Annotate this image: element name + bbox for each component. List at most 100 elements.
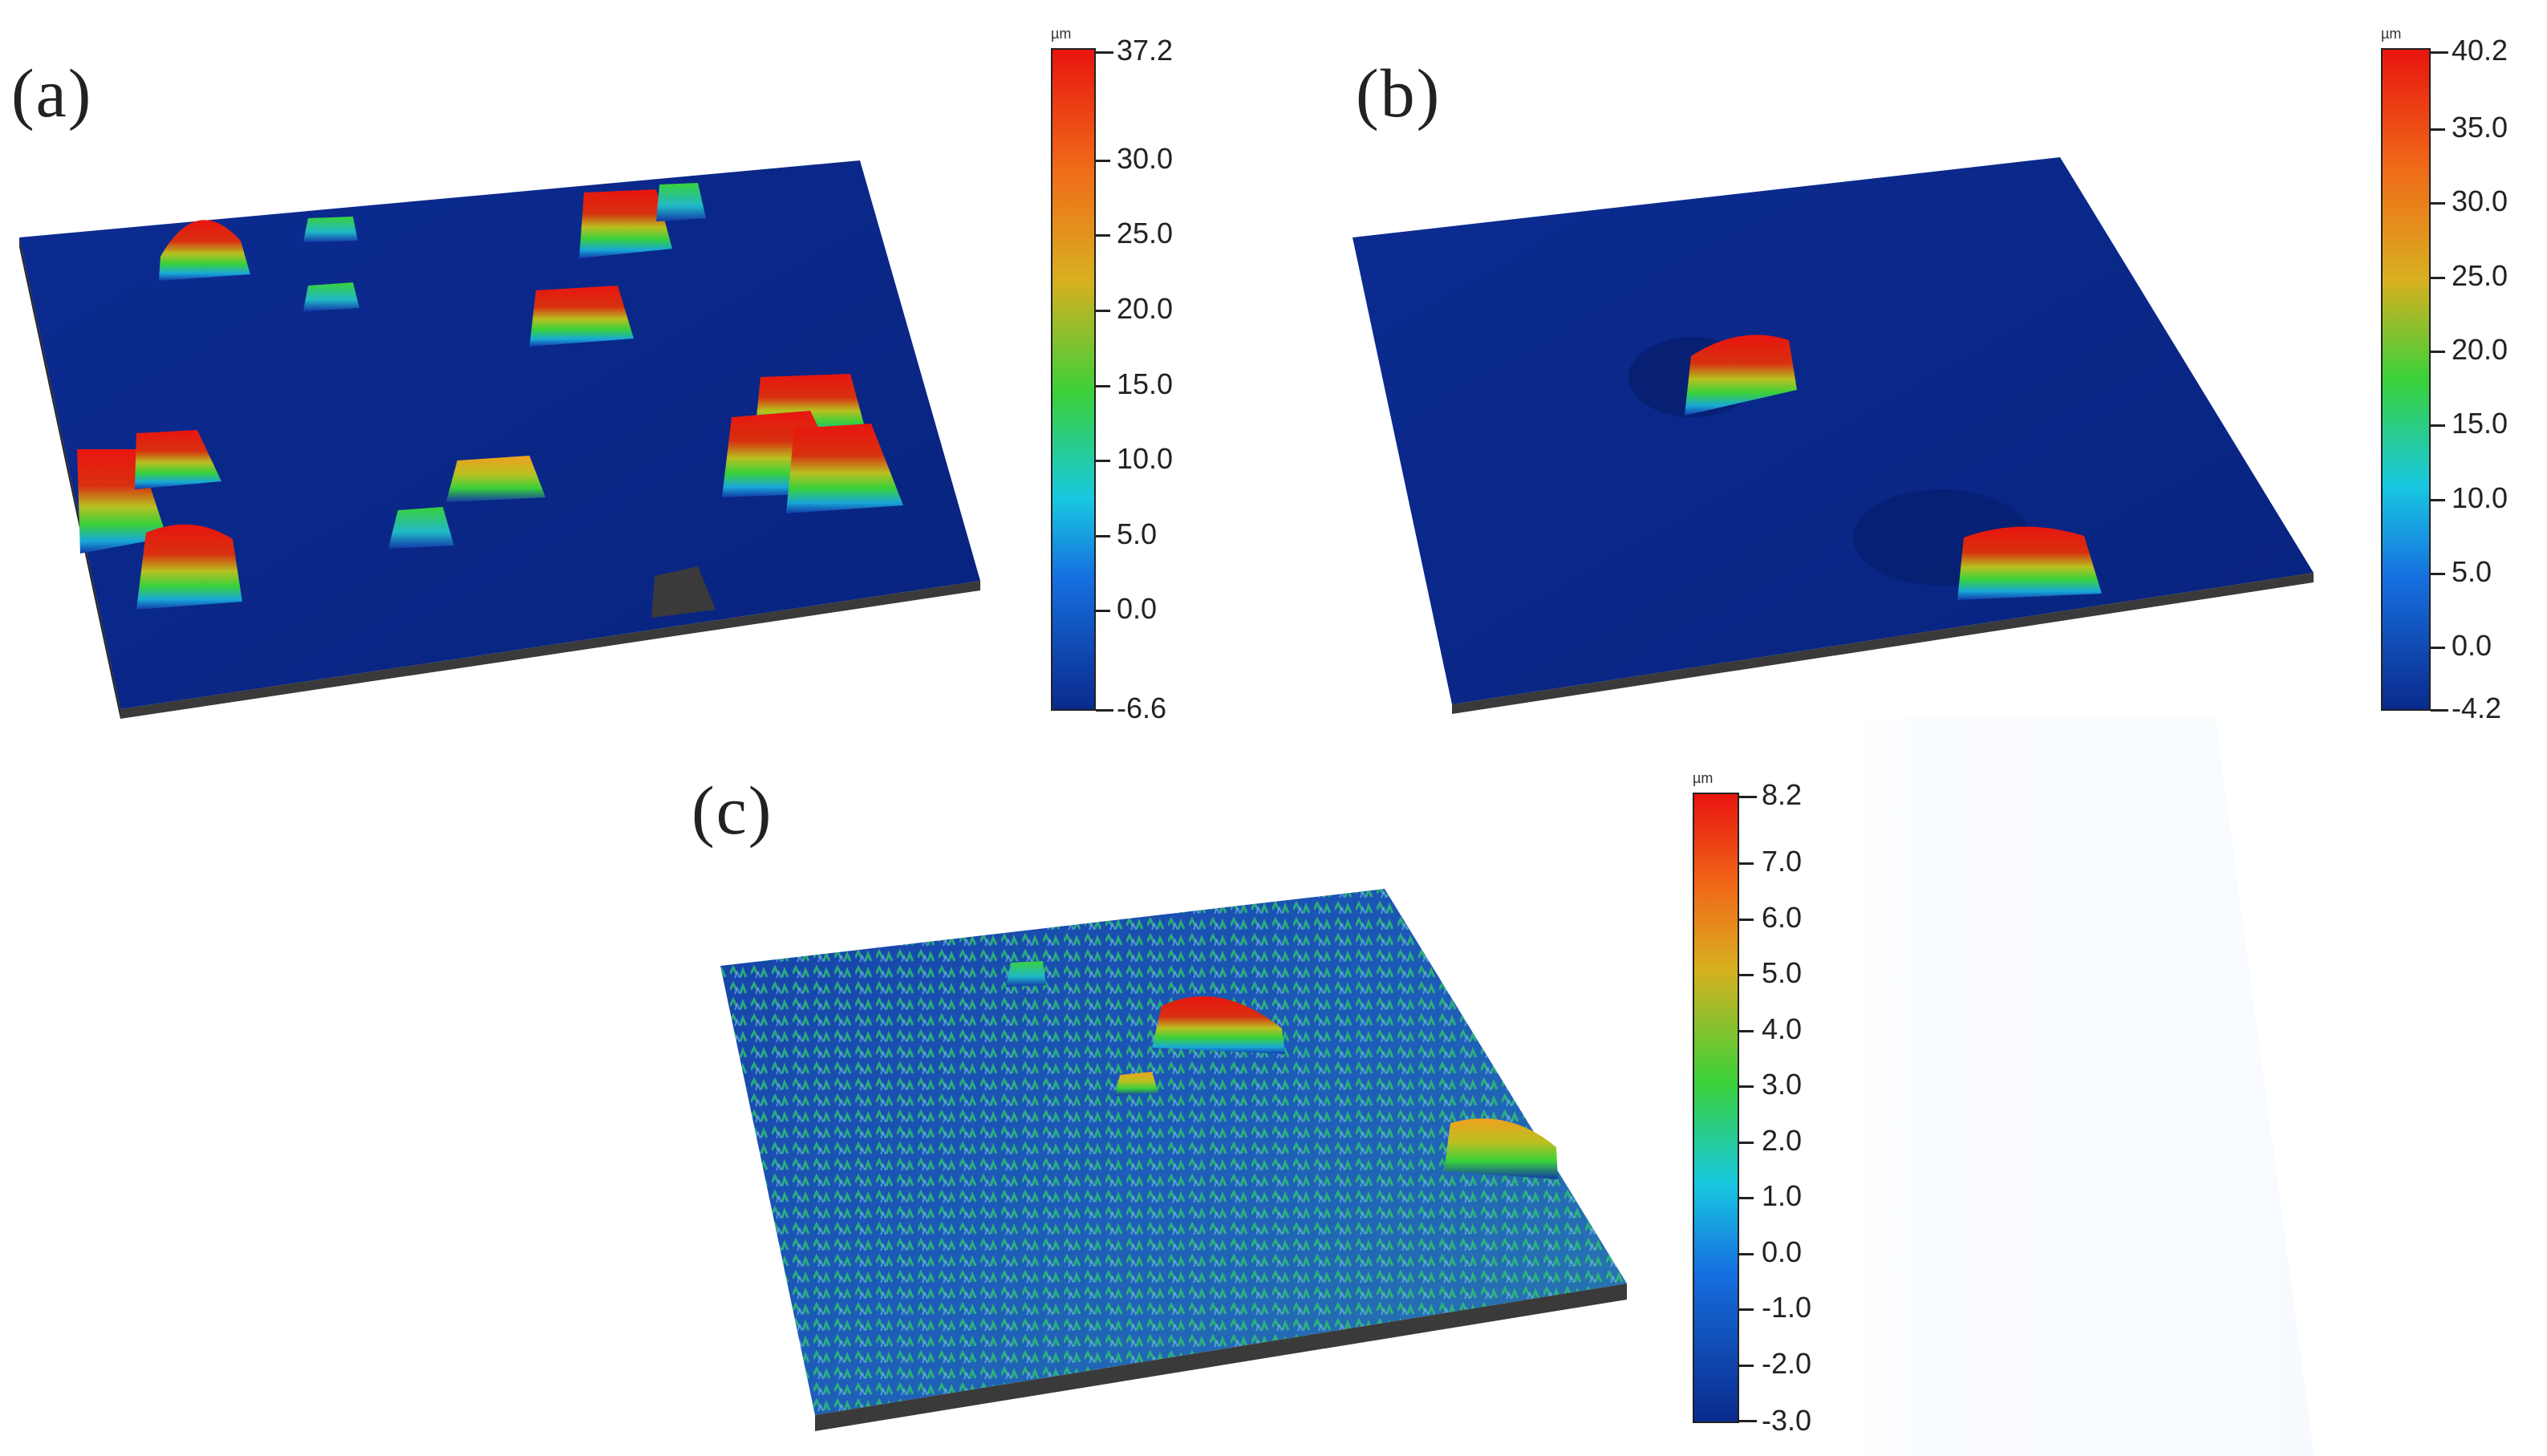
colorbar-b-tick	[2431, 276, 2445, 279]
colorbar-b-tick	[2431, 498, 2445, 501]
colorbar-a-tick	[1096, 234, 1110, 237]
colorbar-b-min-label: -4.2	[2452, 691, 2502, 724]
panel-label-b: (b)	[1356, 55, 1442, 132]
surface-a-base-edge	[120, 581, 980, 719]
mound-a9	[786, 424, 903, 513]
colorbar-c-tick-max	[1739, 796, 1757, 798]
colorbar-b-tick-label: 25.0	[2452, 258, 2508, 292]
colorbar-c-gradient	[1693, 793, 1739, 1423]
colorbar-a-tick	[1096, 310, 1110, 312]
colorbar-c-tick-label: -1.0	[1762, 1291, 1812, 1324]
surface-c-texture	[720, 889, 1627, 1415]
colorbar-a-tick-label: 15.0	[1117, 367, 1174, 400]
colorbar-b-unit: µm	[2381, 26, 2402, 42]
colorbar-b-tick-label: 10.0	[2452, 481, 2508, 514]
colorbar-b-tick-label: 20.0	[2452, 333, 2508, 367]
colorbar-a-tick	[1096, 384, 1110, 387]
surface-a-plate	[19, 160, 980, 709]
colorbar-b-max-label: 40.2	[2452, 34, 2508, 67]
colorbar-a-tick-label: 20.0	[1117, 292, 1174, 325]
colorbar-b-tick-label: 0.0	[2452, 629, 2492, 663]
surface-b-base-edge	[1452, 573, 2314, 714]
mound-a12	[303, 282, 359, 311]
mound-a14	[656, 183, 706, 221]
colorbar-a-min-label: -6.6	[1117, 691, 1167, 724]
mound-c3	[1115, 1072, 1158, 1096]
colorbar-c-unit: µm	[1693, 770, 1714, 786]
colorbar-b-tick-label: 15.0	[2452, 407, 2508, 440]
mound-c2	[1444, 1118, 1558, 1179]
colorbar-c-tick	[1739, 1252, 1754, 1255]
colorbar-b-gradient	[2381, 48, 2431, 711]
colorbar-b-tick	[2431, 647, 2445, 650]
colorbar-c-tick-label: 5.0	[1762, 956, 1803, 990]
colorbar-c-tick-label: -2.0	[1762, 1346, 1812, 1380]
mound-a3	[529, 286, 634, 347]
colorbar-a-tick-label: 5.0	[1117, 517, 1158, 550]
colorbar-c-tick-label: 7.0	[1762, 845, 1803, 878]
colorbar-b-tick	[2431, 424, 2445, 428]
colorbar-c-tick-min	[1739, 1420, 1757, 1422]
colorbar-b-tick-label: 35.0	[2452, 111, 2508, 144]
colorbar-b-tick-max	[2431, 51, 2448, 54]
colorbar-a-tick-label: 25.0	[1117, 217, 1174, 250]
colorbar-c-tick-label: 0.0	[1762, 1235, 1803, 1268]
mound-b2	[1957, 526, 2102, 600]
surface-a-side-edge	[19, 237, 120, 719]
panel-label-c: (c)	[692, 772, 773, 849]
colorbar-a-gradient	[1051, 48, 1096, 711]
surface-c	[720, 889, 1627, 1431]
surface-a	[19, 160, 980, 719]
colorbar-b-tick-label: 5.0	[2452, 555, 2492, 589]
mound-a1	[159, 220, 250, 281]
mound-a5	[135, 430, 221, 489]
colorbar-a-tick	[1096, 610, 1110, 613]
colorbar-b-tick-min	[2431, 709, 2448, 712]
colorbar-c-tick	[1739, 1085, 1754, 1089]
colorbar-c-tick	[1739, 918, 1754, 921]
colorbar-a-tick-label: 10.0	[1117, 442, 1174, 476]
mound-a11	[388, 507, 454, 549]
colorbar-b-tick	[2431, 202, 2445, 205]
colorbar-b-tick-label: 30.0	[2452, 185, 2508, 218]
colorbar-c-tick	[1739, 1141, 1754, 1144]
colorbar-c-tick	[1739, 1197, 1754, 1200]
mound-a2	[579, 189, 672, 258]
colorbar-c-tick-label: 6.0	[1762, 900, 1803, 934]
mound-c1	[1152, 996, 1285, 1054]
colorbar-b: µm 40.2 35.0 30.0 25.0 20.0 15.0 10.0 5.0 0.0 -…	[2381, 26, 2541, 724]
colorbar-a-tick	[1096, 159, 1110, 162]
colorbar-c-tick	[1739, 974, 1754, 977]
colorbar-b-tick	[2431, 351, 2445, 354]
colorbar-c-tick-label: 4.0	[1762, 1012, 1803, 1045]
colorbar-a-tick	[1096, 534, 1110, 537]
colorbar-a-tick-label: 0.0	[1117, 592, 1158, 626]
mound-a13	[303, 217, 358, 242]
colorbar-a-tick-label: 30.0	[1117, 141, 1174, 175]
colorbar-a-tick	[1096, 460, 1110, 463]
colorbar-c-tick	[1739, 862, 1754, 866]
colorbar-c-tick-label: 3.0	[1762, 1068, 1803, 1101]
colorbar-c-tick	[1739, 1364, 1754, 1367]
surface-c-base-edge	[815, 1284, 1627, 1431]
colorbar-c-min-label: -3.0	[1762, 1404, 1812, 1437]
colorbar-a: µm 37.2 30.0 25.0 20.0 15.0 10.0 5.0 0.0 -6.6	[1051, 26, 1195, 724]
colorbar-b-tick	[2431, 128, 2445, 132]
colorbar-c-tick	[1739, 1029, 1754, 1032]
colorbar-a-tick-min	[1096, 709, 1113, 712]
colorbar-c-tick-label: 2.0	[1762, 1123, 1803, 1157]
surface-b-plate	[1353, 157, 2314, 704]
colorbar-c: µm 8.2 7.0 6.0 5.0 4.0 3.0 2.0 1.0 0.0 -1.0 -2.0 …	[1693, 770, 1845, 1437]
colorbar-b-tick	[2431, 573, 2445, 576]
surface-b	[1353, 157, 2314, 714]
colorbar-a-max-label: 37.2	[1117, 34, 1174, 67]
panel-label-a: (a)	[11, 55, 93, 132]
colorbar-a-tick-max	[1096, 51, 1113, 54]
mound-a10	[446, 456, 545, 502]
mound-a6	[136, 524, 242, 610]
colorbar-a-unit: µm	[1051, 26, 1072, 42]
colorbar-c-tick-label: 1.0	[1762, 1179, 1803, 1213]
mound-c4	[1006, 961, 1046, 987]
mound-b1	[1685, 335, 1797, 416]
